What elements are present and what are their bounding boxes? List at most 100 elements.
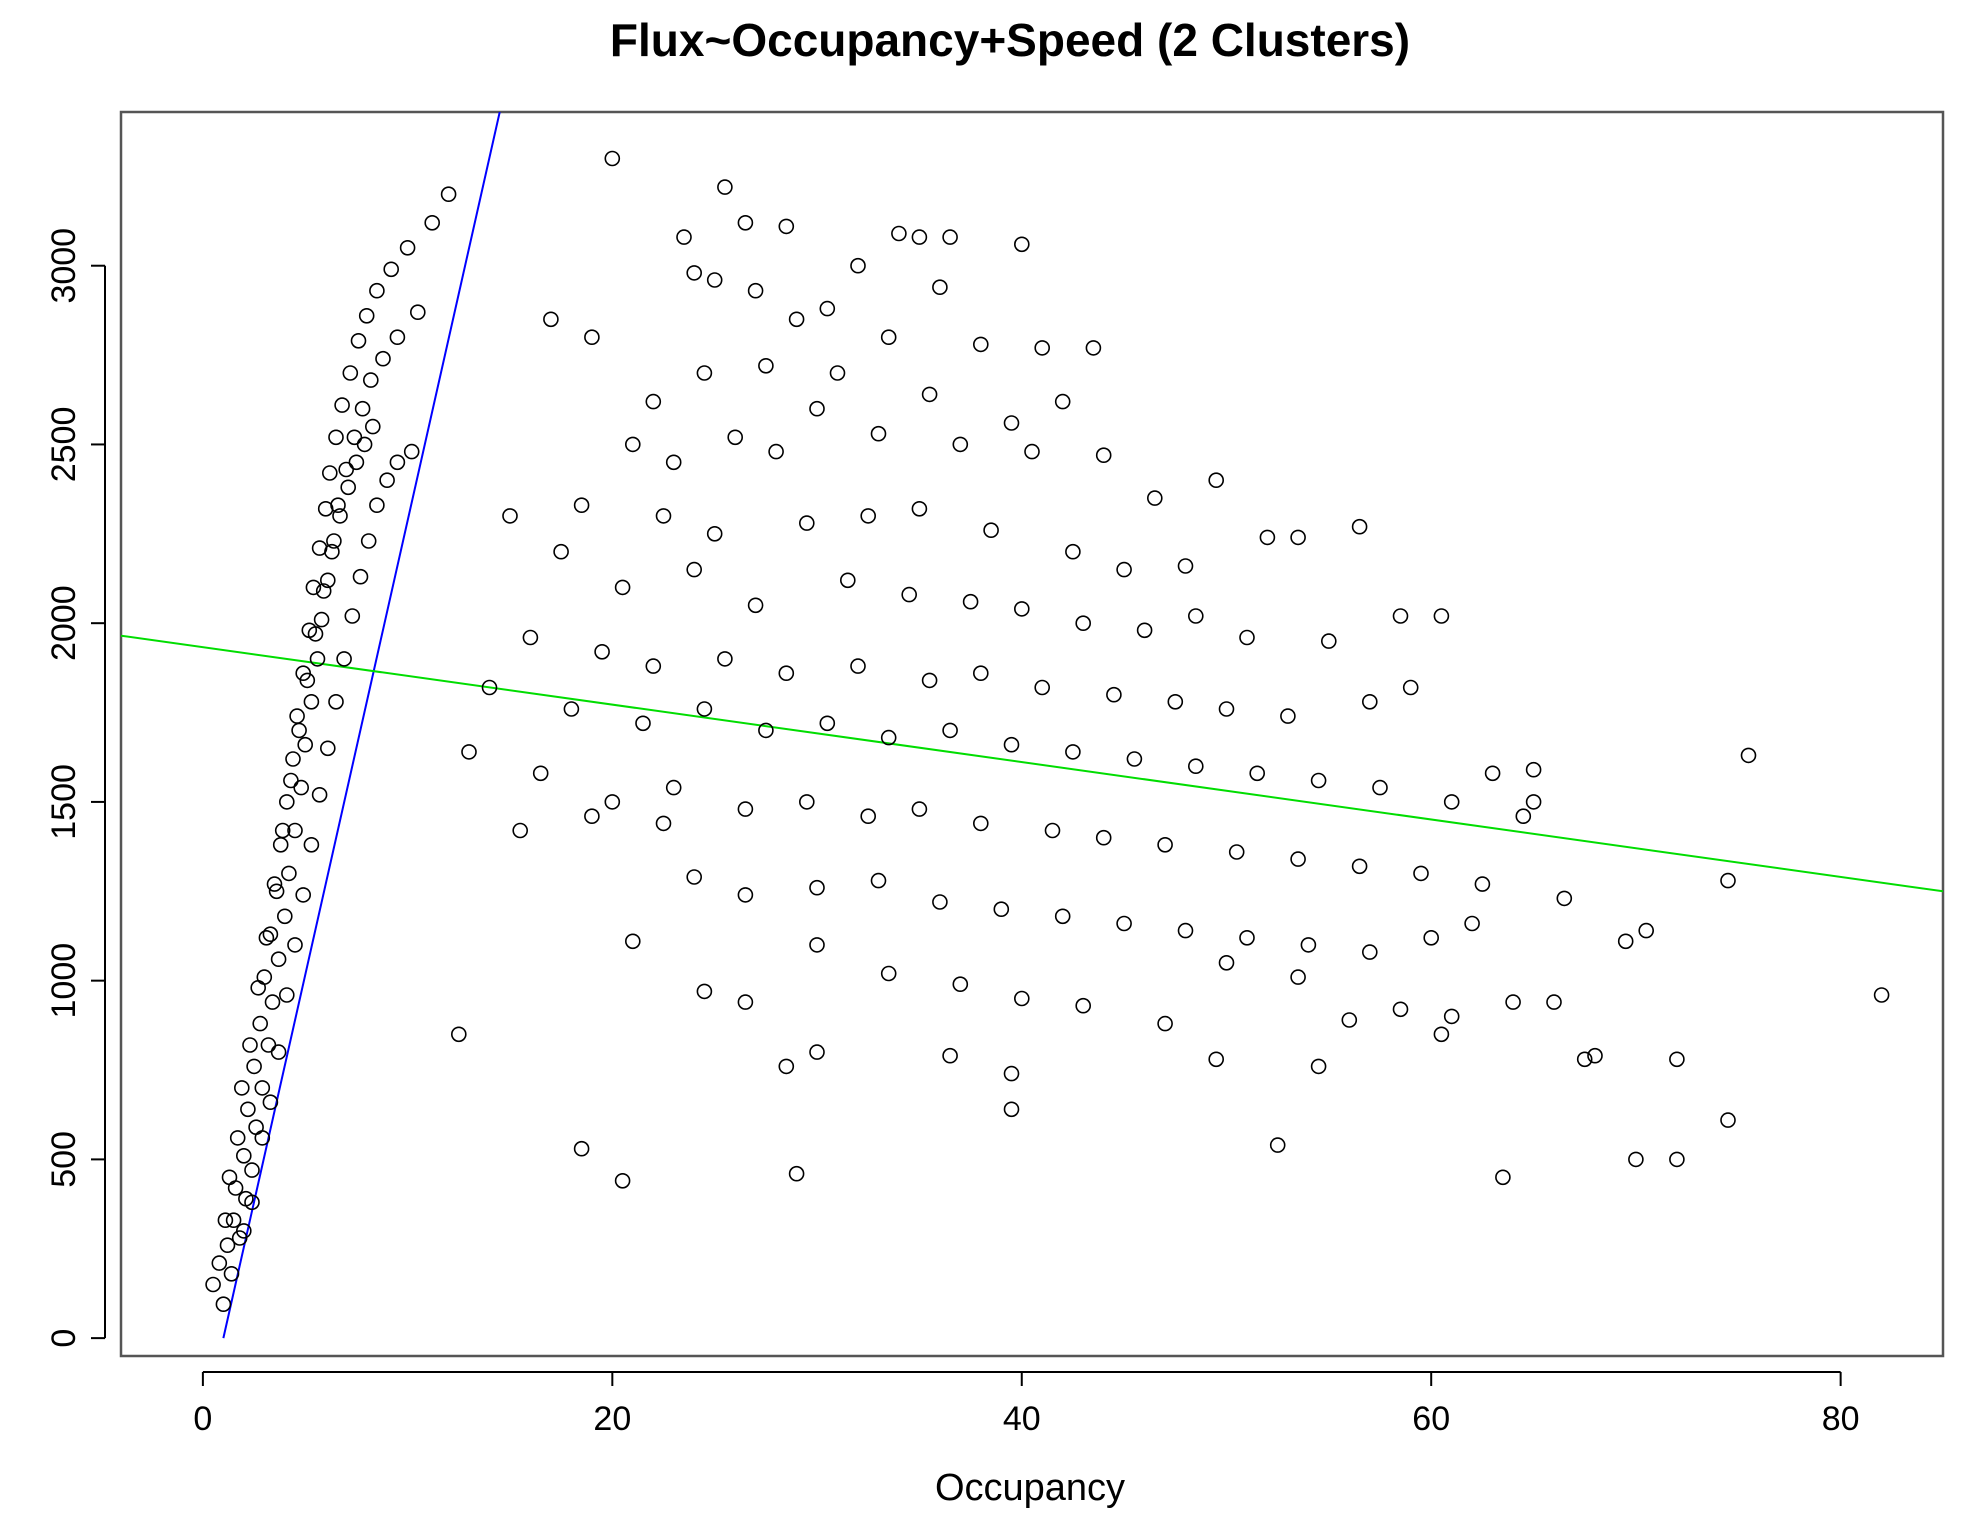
- point-c1-66: [258, 929, 275, 946]
- point-c2-58: [839, 572, 856, 589]
- point-c2-25: [829, 365, 846, 381]
- chart-title: Flux~Occupancy+Speed (2 Clusters): [610, 14, 1410, 66]
- point-c2-130: [1116, 915, 1132, 932]
- point-c1-68: [274, 822, 291, 839]
- point-c2-167: [809, 1044, 825, 1060]
- point-c1-71: [299, 672, 316, 689]
- point-c2-73: [778, 665, 795, 682]
- point-c2-129: [1054, 908, 1071, 925]
- point-c1-91: [328, 693, 344, 710]
- point-c2-33: [768, 443, 784, 460]
- point-c2-140: [624, 933, 641, 950]
- point-c1-78: [356, 436, 373, 453]
- point-c1-75: [332, 508, 348, 524]
- point-c2-171: [1208, 1051, 1224, 1068]
- point-c1-64: [242, 1037, 258, 1053]
- point-c1-65: [250, 979, 267, 996]
- point-c2-120: [512, 822, 529, 839]
- y-tick-label-2500: 2500: [45, 407, 83, 483]
- point-c2-81: [1280, 708, 1296, 724]
- point-c1-15: [254, 1080, 271, 1096]
- point-c2-69: [522, 629, 539, 646]
- point-c2-132: [1239, 929, 1255, 946]
- point-c2-106: [860, 808, 877, 825]
- x-tick-label-40: 40: [1003, 1400, 1041, 1438]
- point-c2-170: [1003, 1101, 1020, 1118]
- point-c2-70: [594, 643, 610, 660]
- point-c2-26: [921, 386, 938, 403]
- point-c2-11: [850, 257, 866, 274]
- point-c2-126: [870, 872, 887, 889]
- point-c2-103: [665, 779, 682, 796]
- point-c1-40: [321, 465, 338, 481]
- point-c1-95: [360, 533, 377, 549]
- point-c1-17: [260, 1037, 277, 1053]
- point-c2-135: [1423, 929, 1439, 946]
- point-c2-162: [450, 1026, 467, 1043]
- point-c1-85: [278, 987, 295, 1003]
- point-c2-15: [788, 311, 805, 328]
- point-c1-11: [244, 1162, 260, 1178]
- point-c2-44: [860, 508, 877, 524]
- point-c2-6: [911, 229, 928, 245]
- point-c2-123: [686, 869, 703, 885]
- point-c1-6: [227, 1180, 244, 1196]
- point-c2-23: [696, 365, 713, 381]
- point-c2-20: [645, 393, 662, 410]
- x-tick-label-60: 60: [1412, 1400, 1450, 1438]
- point-c2-54: [553, 543, 569, 560]
- point-c1-53: [375, 350, 391, 367]
- point-c2-166: [778, 1058, 795, 1075]
- point-c2-60: [962, 593, 979, 610]
- point-c2-4: [676, 229, 692, 245]
- point-c1-35: [309, 651, 326, 667]
- point-c1-48: [350, 332, 367, 349]
- point-c1-92: [336, 651, 352, 667]
- point-c1-20: [268, 883, 285, 900]
- point-c2-178: [1720, 1112, 1736, 1128]
- point-c2-52: [1290, 529, 1306, 546]
- point-c2-124: [737, 887, 754, 903]
- point-c2-8: [1013, 236, 1030, 253]
- point-c2-107: [911, 801, 928, 817]
- point-c1-47: [346, 429, 363, 446]
- point-c1-96: [369, 497, 385, 514]
- point-c2-177: [1669, 1151, 1685, 1168]
- point-c2-94: [1126, 751, 1143, 767]
- point-c2-179: [1525, 761, 1542, 778]
- point-c2-152: [1392, 1001, 1409, 1018]
- point-c2-174: [1433, 1026, 1450, 1043]
- point-c2-111: [1157, 836, 1173, 853]
- point-c2-161: [1740, 747, 1757, 764]
- point-c1-0: [205, 1276, 221, 1293]
- point-c2-62: [1075, 615, 1091, 632]
- point-c2-40: [573, 497, 590, 514]
- point-c1-28: [289, 708, 305, 724]
- point-c2-17: [1034, 340, 1050, 356]
- point-c1-94: [352, 568, 369, 585]
- point-c1-29: [293, 779, 310, 796]
- point-c1-12: [246, 1058, 262, 1075]
- point-c2-142: [737, 994, 754, 1010]
- point-c1-45: [338, 461, 355, 478]
- point-c2-28: [1003, 415, 1020, 431]
- point-c2-53: [502, 508, 518, 524]
- point-c1-80: [236, 1223, 252, 1239]
- point-c2-117: [1525, 794, 1542, 810]
- point-c1-72: [307, 626, 324, 642]
- point-c2-125: [809, 879, 825, 896]
- point-c1-8: [236, 1148, 252, 1164]
- point-c1-31: [297, 736, 314, 753]
- point-c2-100: [461, 744, 477, 760]
- point-c1-60: [217, 1212, 234, 1228]
- point-c2-71: [645, 658, 662, 674]
- point-c2-156: [1576, 1051, 1593, 1068]
- point-c1-88: [303, 836, 320, 853]
- point-c1-86: [287, 937, 303, 953]
- point-c2-27: [1054, 393, 1071, 410]
- point-c1-46: [342, 365, 359, 381]
- point-c2-84: [481, 679, 498, 696]
- point-c2-57: [747, 597, 764, 614]
- point-c1-52: [369, 282, 385, 299]
- point-c2-41: [655, 508, 672, 524]
